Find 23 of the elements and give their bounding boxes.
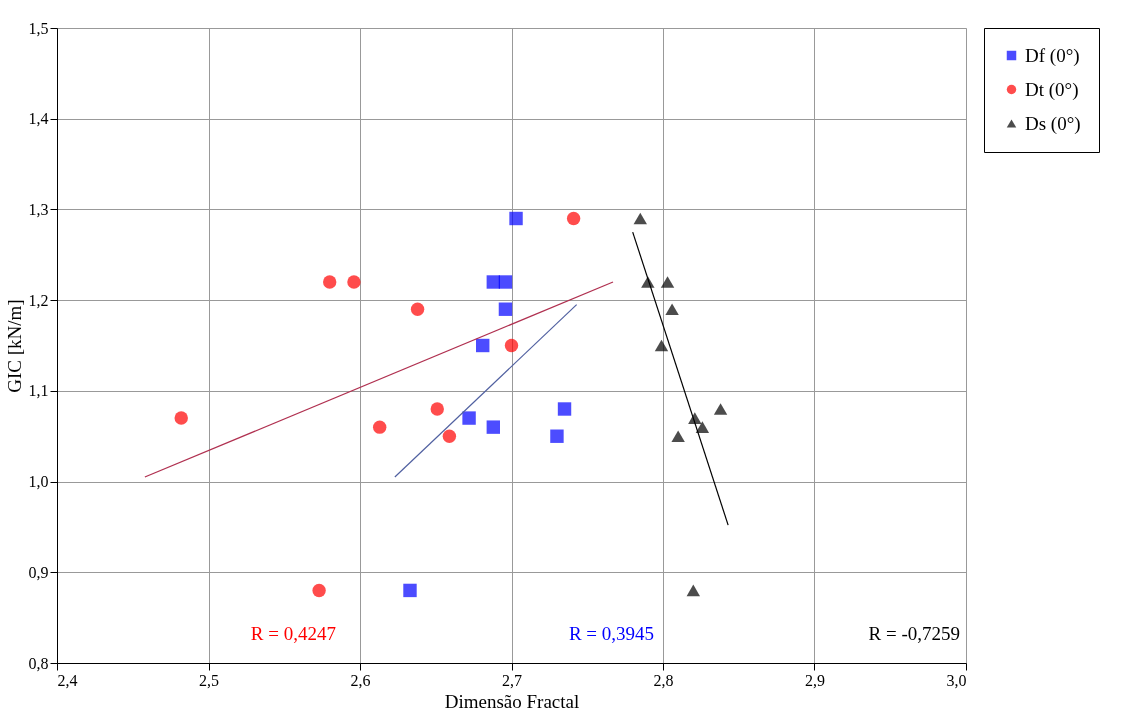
y-tick-label: 1,0 [28,473,49,491]
y-tick-label: 0,9 [28,563,49,581]
y-tick-label: 1,3 [28,200,49,218]
x-tick-label: 2,6 [350,671,371,689]
x-tick-label: 2,8 [653,671,674,689]
legend-label: Ds (0°) [1025,112,1081,135]
x-tick-label: 2,4 [57,671,78,689]
y-tick-label: 1,5 [28,19,49,37]
x-tick-label: 2,7 [502,671,522,689]
y-tick-label: 1,4 [28,110,49,128]
annotation: R = 0,3945 [568,623,655,645]
y-tick-label: 0,8 [28,654,49,672]
annotation: R = 0,4247 [250,623,336,645]
x-tick-label: 3,0 [946,671,967,689]
x-axis-title: Dimensão Fractal [444,690,580,712]
legend-label: Df (0°) [1025,44,1080,67]
y-tick-label: 1,1 [28,382,49,400]
y-tick-label: 1,2 [28,291,49,309]
x-tick-label: 2,9 [805,671,825,689]
legend-label: Dt (0°) [1025,78,1079,101]
x-tick-label: 2,5 [199,671,219,689]
y-axis-title: GIC [kN/m] [3,299,25,393]
annotation: R = -0,7259 [868,623,960,645]
